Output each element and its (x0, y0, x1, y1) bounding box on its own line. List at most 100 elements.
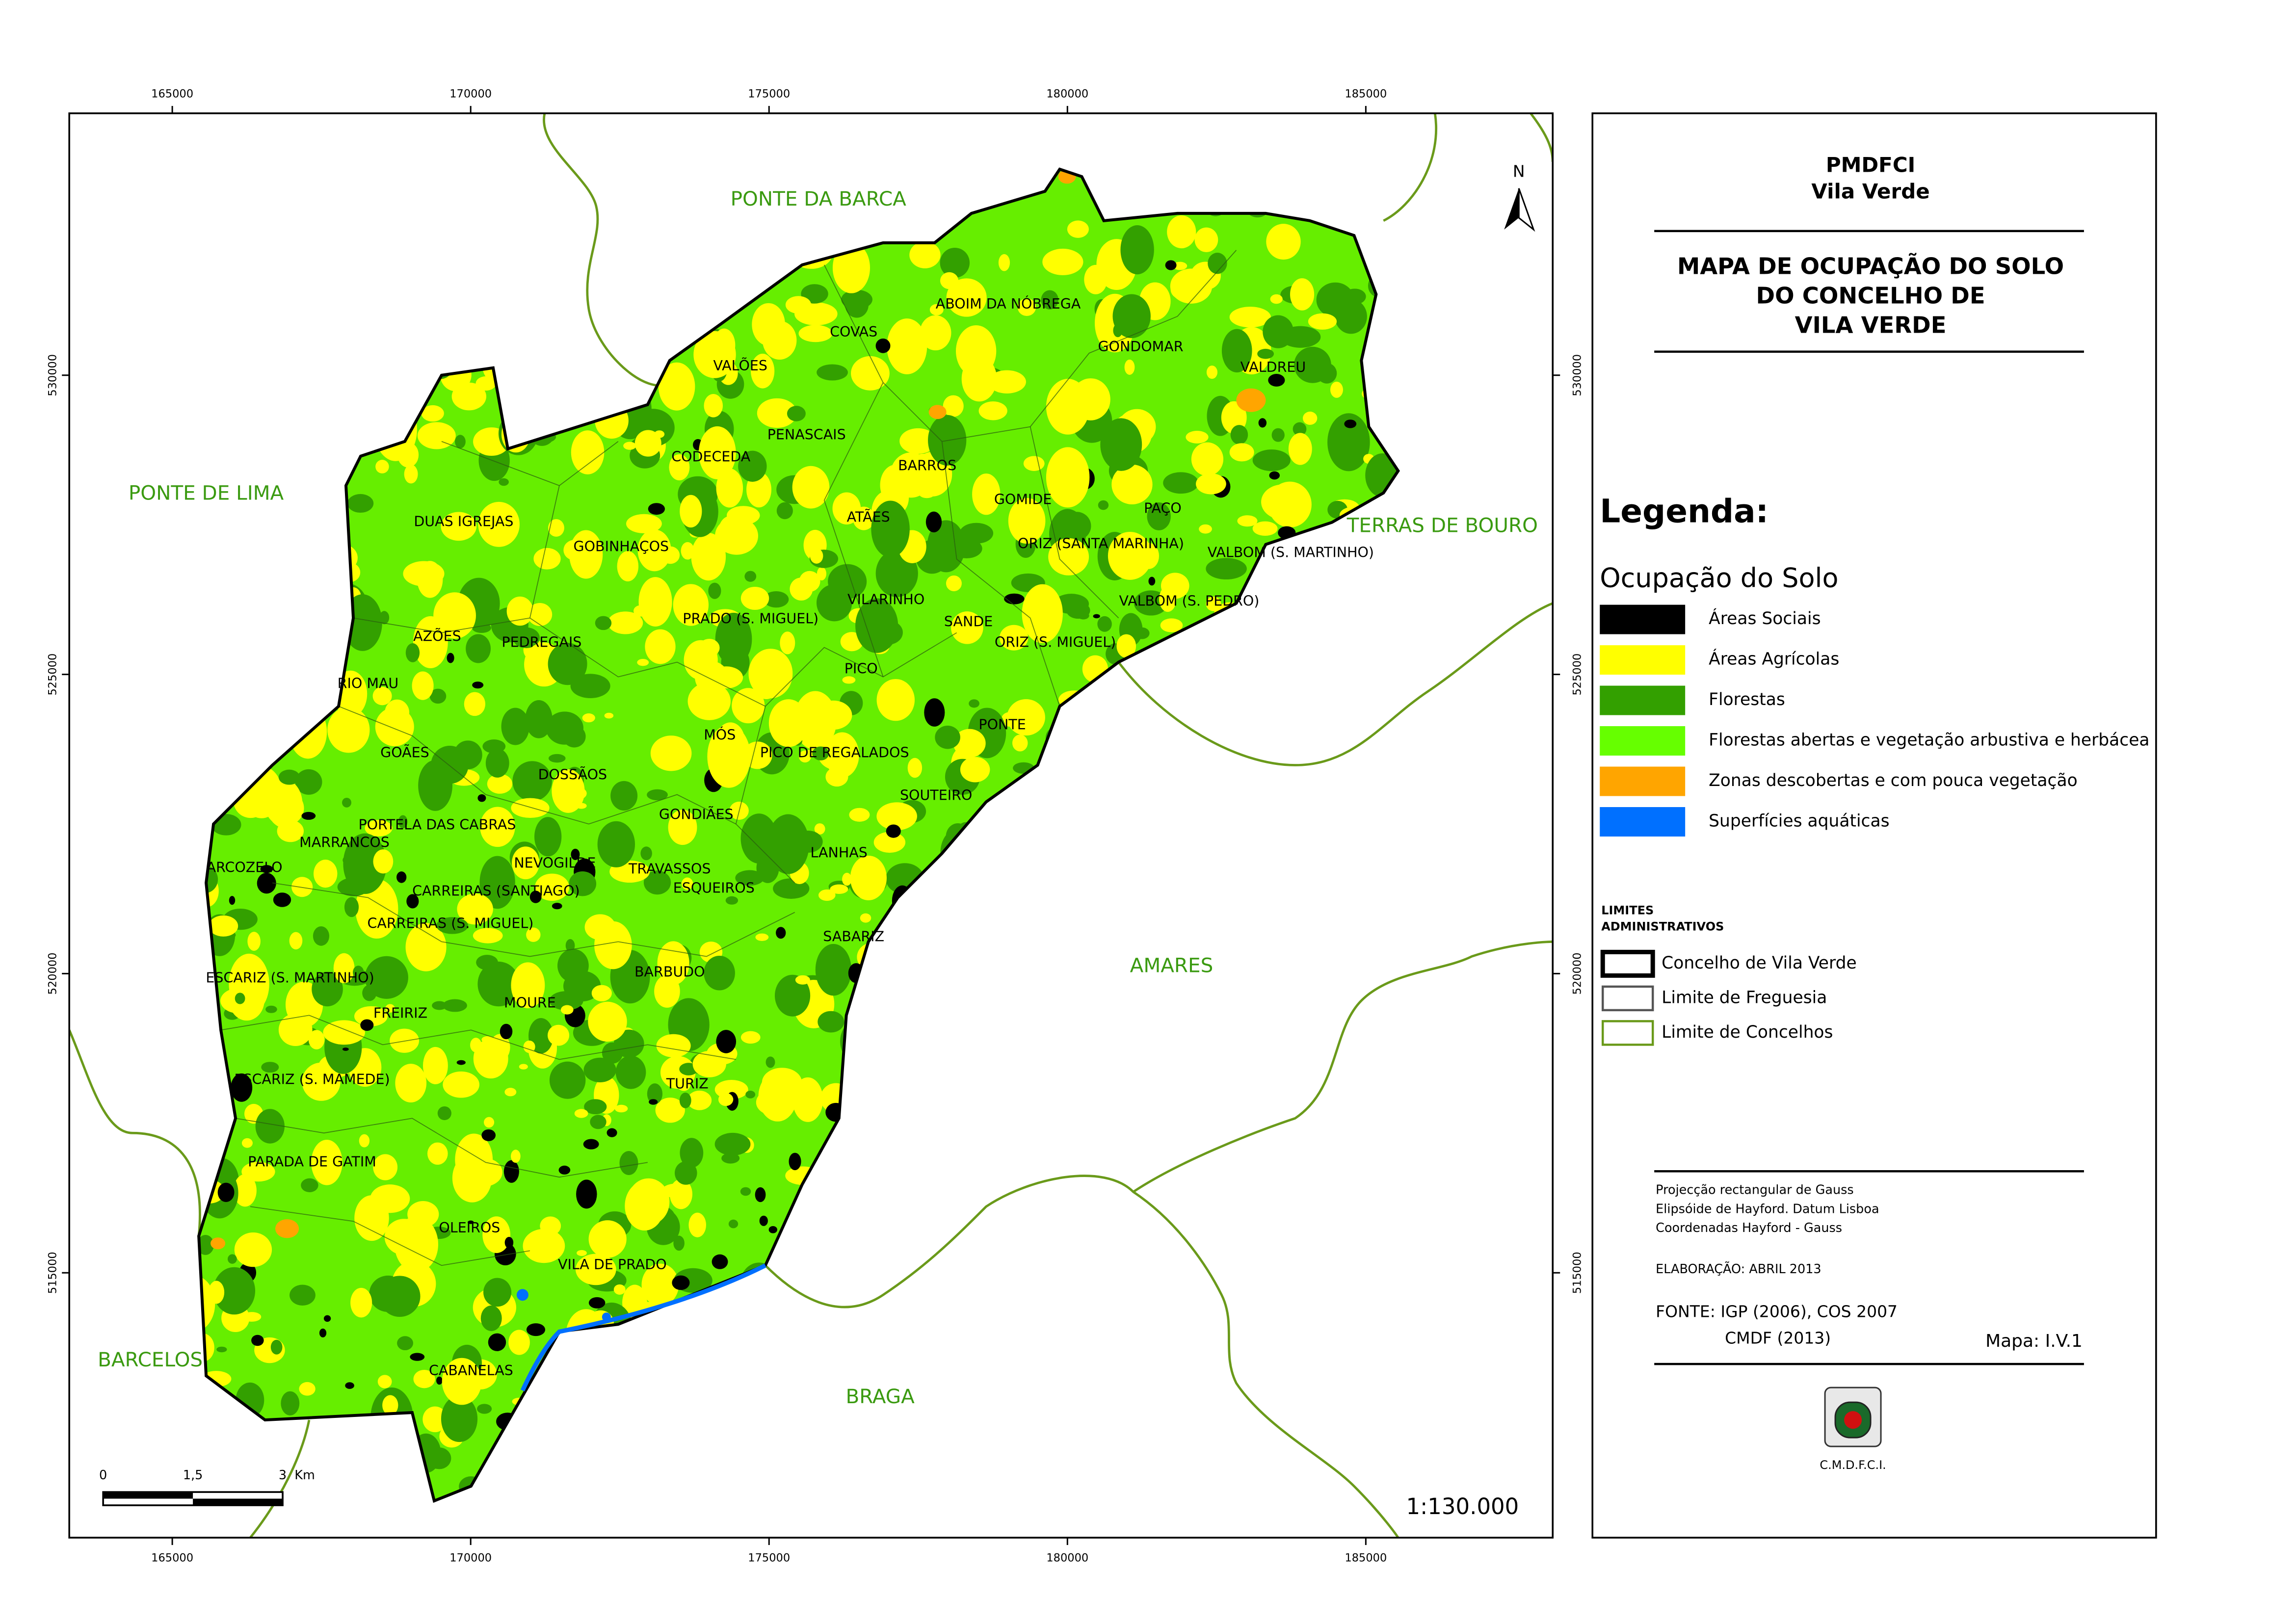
land-cover-patch (504, 1236, 514, 1249)
bare-patch (275, 1219, 299, 1238)
land-cover-patch (260, 865, 273, 873)
land-cover-patch (637, 658, 649, 666)
municipality-outline (197, 167, 1400, 1503)
land-cover-patch (638, 577, 672, 627)
parish-label: GOÃES (380, 745, 429, 761)
y-coordinate-label: 530000 (1571, 354, 1584, 396)
land-cover-patch (405, 923, 447, 971)
y-coordinate-label: 530000 (47, 354, 59, 396)
land-cover-patch (740, 1031, 761, 1044)
land-cover-patch (477, 1404, 492, 1414)
land-cover-patch (289, 932, 303, 950)
land-cover-patch (233, 1174, 257, 1207)
parish-label: BARBUDO (634, 964, 705, 980)
legend-label: Superfícies aquáticas (1709, 811, 1889, 831)
land-cover-patch (569, 871, 597, 896)
land-cover-patch (849, 808, 870, 822)
parish-label: VILA DE PRADO (558, 1257, 667, 1273)
land-cover-patch (876, 679, 915, 721)
scale-bar-segment (193, 1498, 283, 1506)
land-cover-patch (548, 643, 587, 685)
land-cover-patch (565, 939, 575, 952)
parish-label: FREIRIZ (373, 1005, 427, 1021)
land-cover-patch (960, 757, 990, 783)
land-cover-patch (476, 955, 499, 970)
land-cover-patch (875, 338, 891, 353)
y-coordinate-label: 515000 (1571, 1252, 1584, 1294)
land-cover-patch (312, 971, 343, 1007)
land-cover-patch (623, 442, 636, 450)
boundary-line (1383, 113, 1438, 222)
land-cover-patch (558, 1165, 571, 1175)
land-cover-patch (365, 820, 393, 837)
land-cover-patch (744, 571, 757, 582)
land-cover-patch (503, 1160, 519, 1183)
land-cover-patch (342, 798, 351, 808)
land-cover-patch (817, 567, 827, 581)
land-cover-patch (972, 473, 1001, 515)
land-cover-patch (810, 548, 823, 564)
land-cover-patch (767, 814, 810, 874)
x-coordinate-label: 185000 (1345, 87, 1387, 100)
land-cover-patch (417, 561, 443, 598)
land-cover-patch (673, 1235, 685, 1251)
land-cover-patch (675, 1161, 697, 1185)
land-cover-patch (281, 1391, 300, 1415)
parish-label: DUAS IGREJAS (414, 514, 513, 530)
land-cover-patch (677, 1078, 691, 1091)
land-cover-patch (1308, 313, 1337, 330)
land-cover-patch (1008, 497, 1046, 544)
land-cover-patch (887, 318, 927, 374)
legend-swatch (1600, 766, 1686, 796)
land-cover-patch (658, 362, 695, 411)
neighbor-boundaries (69, 113, 1553, 1538)
land-cover-patch (873, 832, 906, 853)
parish-label: COVAS (830, 324, 877, 340)
land-cover-patch (323, 1020, 365, 1045)
land-cover-patch (451, 382, 486, 411)
elaboration: ELABORAÇÃO: ABRIL 2013 (1656, 1261, 1821, 1277)
land-cover-patch (740, 586, 769, 610)
parish-label: ESCARIZ (S. MARTINHO) (206, 969, 374, 986)
parish-boundary (823, 382, 884, 677)
land-cover-patch (832, 492, 861, 524)
land-cover-patch (385, 1004, 395, 1013)
land-cover-patch (715, 517, 759, 555)
land-cover-patch (301, 1178, 318, 1192)
bare-patch (928, 405, 947, 419)
land-cover-patch (473, 928, 503, 943)
parish-label: PARADA DE GATIM (248, 1153, 376, 1170)
land-cover-patch (728, 1219, 739, 1229)
land-cover-patch (395, 1064, 427, 1103)
land-cover-patch (907, 758, 923, 778)
land-cover-patch (235, 993, 245, 1004)
land-cover-patch (350, 1287, 372, 1318)
water-patch (516, 1289, 528, 1301)
land-cover-patch (577, 1250, 587, 1256)
land-cover-patch (453, 740, 482, 769)
limit-swatch (1601, 1020, 1654, 1046)
scale-bar-label: 1,5 (183, 1468, 203, 1483)
emblem-center (1844, 1411, 1862, 1429)
parish-boundary (941, 441, 1060, 707)
land-cover-patch (311, 1139, 343, 1185)
land-cover-patch (511, 962, 545, 1009)
legend-swatch (1600, 604, 1686, 634)
land-cover-patch (1199, 524, 1212, 534)
land-cover-patch (441, 1395, 478, 1442)
land-cover-patch (704, 955, 735, 991)
boundary-line (249, 1419, 311, 1538)
land-cover-patch (681, 542, 694, 560)
land-cover-patch (649, 1099, 658, 1105)
land-cover-patch (563, 970, 601, 1002)
scale-bar (102, 1491, 284, 1506)
land-cover-patch (1054, 594, 1089, 614)
land-cover-patch (442, 1358, 482, 1405)
land-cover-patch (615, 1055, 646, 1089)
land-cover-patch (757, 398, 797, 428)
neighbor-label: BRAGA (846, 1385, 915, 1408)
scale-bar-segment (103, 1492, 193, 1499)
parish-label: MÓS (704, 727, 736, 743)
parish-label: CARREIRAS (S. MIGUEL) (368, 915, 534, 931)
